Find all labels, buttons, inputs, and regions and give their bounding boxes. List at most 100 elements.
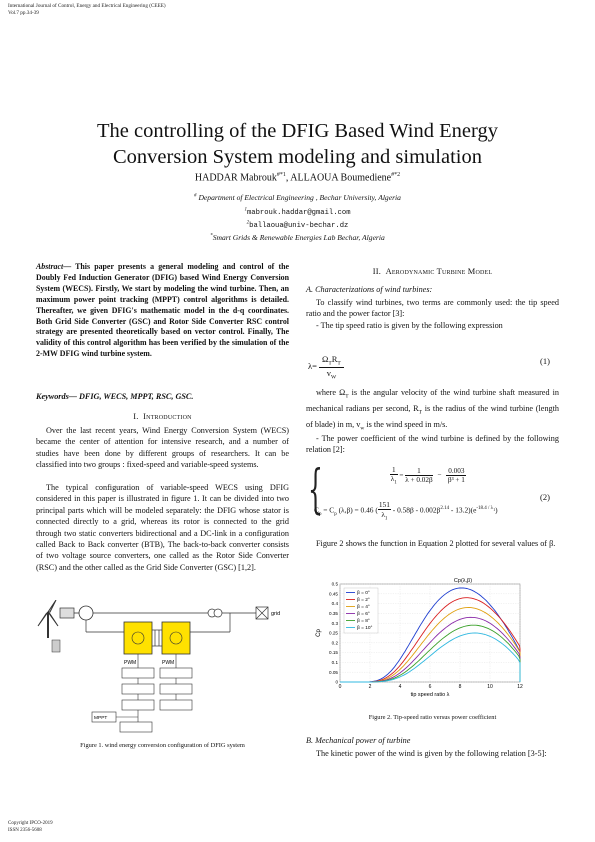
p3-sub-1: T	[345, 393, 349, 400]
eq2-l2-eq-sub: p	[334, 511, 337, 517]
keywords-text: — DFIG, WECS, MPPT, RSC, GSC.	[68, 392, 194, 401]
title-line-2: Conversion System modeling and simulatio…	[113, 146, 482, 168]
y-tick-label: 0.45	[329, 591, 338, 596]
eq2-l1-f3-num: 0.003	[446, 467, 467, 477]
grid-label: grid	[271, 611, 280, 617]
paper-title: The controlling of the DFIG Based Wind E…	[40, 118, 555, 170]
legend-entry: β = 2°	[357, 597, 370, 603]
section-1-number: I.	[133, 412, 139, 421]
x-tick-label: 10	[487, 684, 493, 690]
eq2-l2-exponent-sub: 1	[493, 506, 496, 512]
equation-1-number: (1)	[540, 356, 550, 366]
figure-1-caption: Figure 1. wind energy conversion configu…	[80, 742, 245, 749]
eq1-r-sub: T	[337, 360, 341, 367]
eq2-l1-lhs-den: λ	[390, 475, 395, 483]
lab-text: Smart Grids & Renewable Energies Lab Bec…	[212, 233, 385, 242]
figure-2-caption: Figure 2. Tip-speed ratio versus power c…	[368, 714, 497, 721]
sec2-paragraph-1: To classify wind turbines, two terms are…	[306, 298, 559, 319]
author-2-mark: #*2	[391, 172, 401, 178]
x-tick-label: 2	[369, 684, 372, 690]
eq2-l2-cp-sub: p	[318, 511, 322, 517]
title-line-1: The controlling of the DFIG Based Wind E…	[97, 120, 498, 142]
y-tick-label: 0.25	[329, 631, 338, 636]
section-2-title: Aerodynamic Turbine Model	[385, 267, 493, 276]
x-tick-label: 0	[339, 684, 342, 690]
eq2-l1-f3-den: β³ + 1	[447, 476, 465, 485]
legend-entry: β = 0°	[357, 590, 370, 596]
section-1-heading: I. Introduction	[36, 412, 289, 421]
p3-part-d: is the wind speed in m/s.	[364, 420, 448, 430]
author-line: HADDAR Mabrouk#*1, ALLAOUA Boumediene#*2	[40, 172, 555, 183]
eq1-denominator-sub: W	[330, 374, 337, 381]
legend-box	[343, 587, 379, 634]
affiliation-lab: *Smart Grids & Renewable Energies Lab Be…	[40, 233, 555, 242]
eq2-l2-frac-den: λ	[381, 510, 385, 519]
p3-part-c: is the radius of the wind turbine (lengt…	[306, 404, 559, 430]
series-line	[340, 597, 521, 683]
subsection-a-heading: A. Characterizations of wind turbines:	[306, 285, 433, 294]
eq2-l2-args: (λ,β) = 0.46 (	[336, 505, 378, 515]
pwm-label-1: PWM	[124, 660, 136, 666]
eq1-lhs: λ=	[308, 361, 317, 372]
eq1-numerator-r: R	[331, 354, 338, 364]
y-tick-label: 0.15	[329, 650, 338, 655]
footer-copyright: Copyright IPCO-2019	[8, 821, 53, 826]
wind-speed-sensor	[51, 639, 61, 653]
email2-text: ballaoua@univ-bechar.dz	[249, 222, 349, 230]
dept-mark: #	[194, 193, 197, 199]
eq2-l2-frac-den-sub: 1	[384, 516, 388, 522]
eq2-l1-lhs-num: 1	[390, 466, 398, 475]
eq1-denominator: v	[326, 367, 331, 378]
eq2-l1-f2-num: 1	[405, 467, 433, 477]
y-tick-label: 0.05	[329, 670, 338, 675]
y-tick-label: 0.4	[332, 601, 339, 606]
author-2: ALLAOUA Boumediene	[290, 172, 392, 184]
eq1-omega-sub: T	[328, 360, 332, 367]
footer-issn: ISSN 2356-5608	[8, 828, 42, 833]
eq2-l2-exponent: -18.4 / λ	[476, 505, 494, 511]
x-tick-label: 6	[429, 684, 432, 690]
y-tick-label: 0.2	[332, 640, 339, 645]
keywords-label: Keywords	[36, 392, 69, 401]
mppt-label: MPPT	[94, 715, 107, 721]
sec2-paragraph-4: - The power coefficient of the wind turb…	[306, 434, 559, 455]
lab-mark: *	[210, 233, 213, 239]
eq2-line-1: 1 λ1 = 1 λ + 0.02β − 0.003 β³ + 1	[390, 466, 467, 486]
equation-2: { 1 λ1 = 1 λ + 0.02β − 0.003 β³ + 1 Cp =…	[308, 460, 498, 522]
x-tick-label: 4	[399, 684, 402, 690]
keywords: Keywords— DFIG, WECS, MPPT, RSC, GSC.	[36, 391, 289, 402]
section-2-number: II.	[372, 267, 382, 276]
chart-y-axis-label: Cp	[316, 629, 322, 637]
figure-2-chart: 0 2 4 6 8 10 12 0 0.05 0.1 0.15 0.2 0.25 0.3 0.35 0.4 0.…	[316, 578, 523, 698]
legend-entry: β = 8°	[357, 618, 370, 624]
rsc-converter-block	[123, 621, 153, 655]
equation-2-number: (2)	[540, 492, 550, 502]
abstract-label: Abstract	[36, 262, 64, 271]
equation-1: λ= ΩTRT vW	[308, 354, 344, 380]
abstract: Abstract— This paper presents a general …	[36, 262, 289, 360]
email1-text: mabrouk.haddar@gmail.com	[246, 209, 351, 217]
chart-series	[340, 587, 521, 683]
subsection-b-heading: B. Mechanical power of turbine	[306, 736, 411, 745]
x-tick-label: 12	[517, 684, 523, 690]
eq2-l2-rest2: - 13.2)(e	[449, 505, 477, 515]
pwm-label-2: PWM	[162, 660, 174, 666]
eq2-l2-cp: C	[314, 505, 319, 515]
sec2-paragraph-5: Figure 2 shows the function in Equation …	[316, 539, 556, 548]
author-separator: ,	[285, 172, 291, 184]
y-tick-label: 0.3	[332, 621, 339, 626]
affiliation-dept: # Department of Electrical Engineering ,…	[40, 193, 555, 202]
p3-sub-2: T	[418, 409, 422, 416]
affiliation-email-2: 2ballaoua@univ-bechar.dz	[40, 220, 555, 230]
chart-legend: β = 0°β = 2°β = 4°β = 6°β = 8°β = 10°	[343, 587, 379, 634]
chart-ticks: 0 2 4 6 8 10 12 0 0.05 0.1 0.15 0.2 0.25 0.3 0.35 0.4 0.…	[329, 582, 523, 690]
eq1-numerator-omega: Ω	[322, 354, 329, 364]
eq2-l1-lhs-den-sub: 1	[394, 480, 397, 486]
turbine-icon	[37, 600, 59, 638]
intro-paragraph-2: The typical configuration of variable-sp…	[36, 483, 289, 572]
section-2-heading: II. Aerodynamic Turbine Model	[306, 267, 559, 276]
chart-x-axis-label: tip speed ratio λ	[411, 692, 450, 698]
legend-entry: β = 6°	[357, 611, 370, 617]
y-tick-label: 0.1	[332, 660, 339, 665]
author-1: HADDAR Mabrouk	[194, 172, 277, 184]
